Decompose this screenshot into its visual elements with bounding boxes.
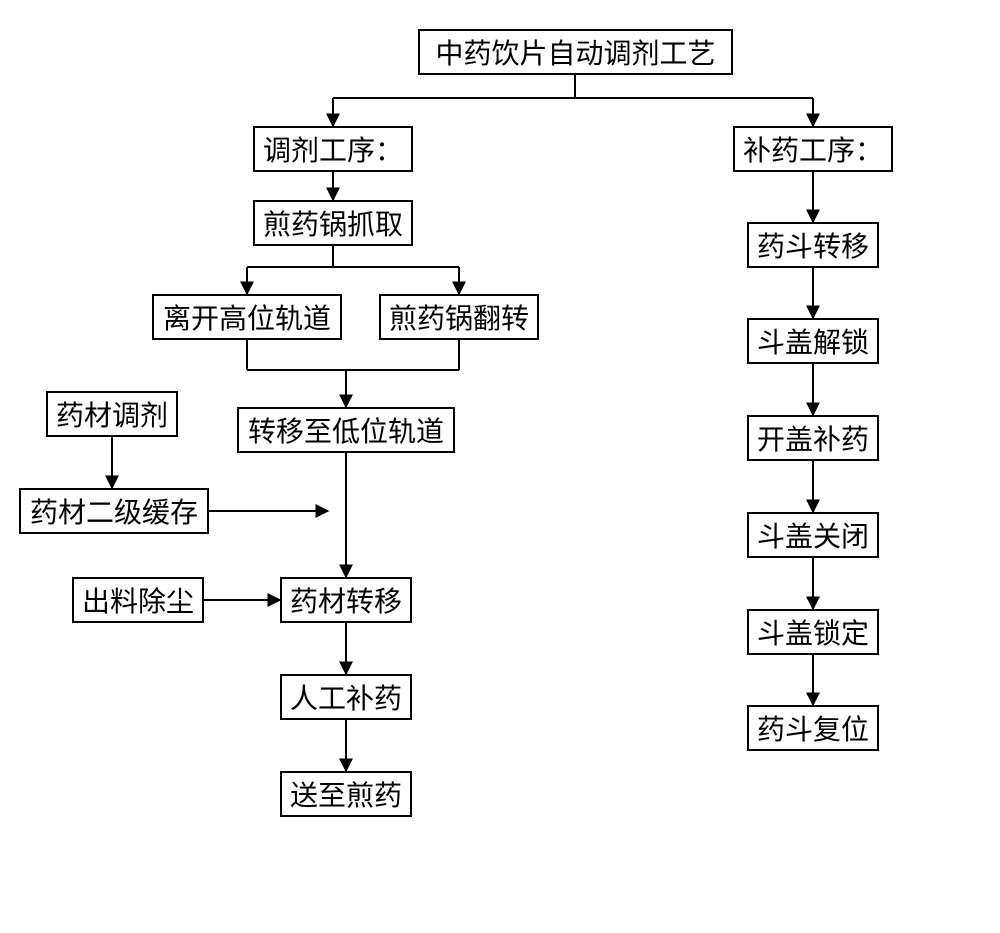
node-label: 药材转移 <box>290 580 402 620</box>
left3b-node: 煎药锅翻转 <box>379 294 539 340</box>
node-label: 斗盖关闭 <box>757 515 869 555</box>
left2-node: 煎药锅抓取 <box>253 200 413 246</box>
node-label: 送至煎药 <box>290 774 402 814</box>
node-label: 出料除尘 <box>82 580 194 620</box>
left3a-node: 离开高位轨道 <box>152 294 342 340</box>
left5-node: 药材转移 <box>280 577 412 623</box>
node-label: 煎药锅抓取 <box>263 203 403 243</box>
right4-node: 开盖补药 <box>747 415 879 461</box>
node-label: 斗盖锁定 <box>757 612 869 652</box>
node-label: 药材二级缓存 <box>30 491 198 531</box>
left4-node: 转移至低位轨道 <box>237 407 455 453</box>
node-label: 转移至低位轨道 <box>248 410 444 450</box>
right6-node: 斗盖锁定 <box>747 609 879 655</box>
node-label: 药斗复位 <box>757 708 869 748</box>
right5-node: 斗盖关闭 <box>747 512 879 558</box>
node-label: 人工补药 <box>290 677 402 717</box>
node-label: 离开高位轨道 <box>163 297 331 337</box>
left6-node: 人工补药 <box>280 674 412 720</box>
node-label: 药斗转移 <box>757 225 869 265</box>
left7-node: 送至煎药 <box>280 771 412 817</box>
node-label: 煎药锅翻转 <box>389 297 529 337</box>
right2-node: 药斗转移 <box>747 222 879 268</box>
node-label: 斗盖解锁 <box>757 321 869 361</box>
title-node: 中药饮片自动调剂工艺 <box>418 29 733 75</box>
node-label: 药材调剂 <box>56 394 168 434</box>
right1-node: 补药工序： <box>733 126 893 172</box>
aux3-node: 出料除尘 <box>72 577 204 623</box>
right3-node: 斗盖解锁 <box>747 318 879 364</box>
aux2-node: 药材二级缓存 <box>19 488 209 534</box>
aux1-node: 药材调剂 <box>46 391 178 437</box>
node-label: 开盖补药 <box>757 418 869 458</box>
left1-node: 调剂工序： <box>253 126 413 172</box>
node-label: 补药工序： <box>743 129 883 169</box>
node-label: 调剂工序： <box>263 129 403 169</box>
node-label: 中药饮片自动调剂工艺 <box>435 32 715 72</box>
right7-node: 药斗复位 <box>747 705 879 751</box>
